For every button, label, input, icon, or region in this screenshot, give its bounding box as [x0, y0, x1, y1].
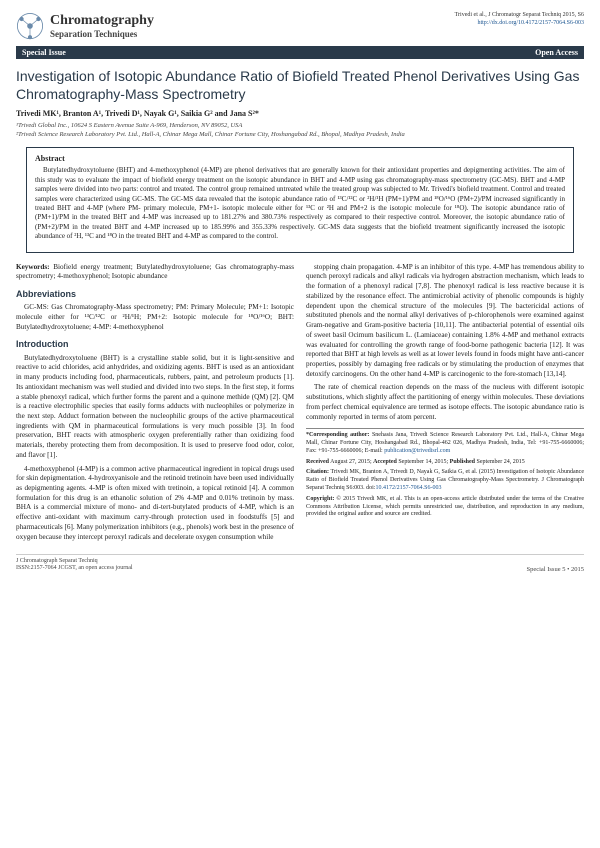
copyright-block: Copyright: © 2015 Trivedi MK, et al. Thi… [306, 496, 584, 519]
corresponding-author: *Corresponding author: Snehasis Jana, Tr… [306, 432, 584, 455]
bar-left: Special Issue [22, 48, 66, 57]
doi-link[interactable]: http://dx.doi.org/10.4172/2157-7064.S6-0… [455, 20, 584, 28]
keywords-block: Keywords: Biofield energy treatment; But… [16, 263, 294, 282]
col2-para-1: stopping chain propagation. 4-MP is an i… [306, 263, 584, 380]
correspondence-box: *Corresponding author: Snehasis Jana, Tr… [306, 428, 584, 519]
journal-subtitle: Separation Techniques [50, 29, 154, 39]
affiliation-1: ¹Trivedi Global Inc., 10624 S Eastern Av… [16, 122, 584, 130]
abbrev-text: GC-MS: Gas Chromatography-Mass spectrome… [16, 303, 294, 332]
citation-doi[interactable]: 10.4172/2157-7064.S6-003 [375, 485, 441, 491]
authors-line: Trivedi MK¹, Branton A¹, Trivedi D¹, Nay… [16, 109, 584, 118]
journal-branding: Chromatography Separation Techniques [16, 12, 154, 40]
abstract-box: Abstract Butylatedhydroxytoluene (BHT) a… [26, 147, 574, 253]
article-title: Investigation of Isotopic Abundance Rati… [16, 67, 584, 103]
body-columns: Keywords: Biofield energy treatment; But… [16, 263, 584, 547]
footer-journal: J Chromatograph Separat Techniq [16, 558, 133, 565]
corresp-email[interactable]: publication@trivedisrl.com [384, 448, 450, 454]
footer-issue: Special Issue 5 • 2015 [526, 566, 584, 573]
article-dates: Received August 27, 2015; Accepted Septe… [306, 459, 584, 467]
page-footer: J Chromatograph Separat Techniq ISSN:215… [16, 554, 584, 572]
journal-logo-icon [16, 12, 44, 40]
keywords-label: Keywords: [16, 263, 50, 271]
intro-para-2: 4-methoxyphenol (4-MP) is a common activ… [16, 465, 294, 543]
keywords-text: Biofield energy treatment; Butylatedhydr… [16, 263, 294, 281]
abstract-text: Butylatedhydroxytoluene (BHT) and 4-meth… [35, 166, 565, 242]
citation-block: Citation: Trivedi MK, Branton A, Trivedi… [306, 469, 584, 492]
bar-right: Open Access [535, 48, 578, 57]
left-column: Keywords: Biofield energy treatment; But… [16, 263, 294, 547]
col2-para-2: The rate of chemical reaction depends on… [306, 383, 584, 422]
page-header: Chromatography Separation Techniques Tri… [16, 12, 584, 40]
footer-issn: ISSN:2157-7064 JCGST, an open access jou… [16, 565, 133, 572]
corresp-label: *Corresponding author: [306, 432, 369, 438]
intro-heading: Introduction [16, 338, 294, 350]
affiliations: ¹Trivedi Global Inc., 10624 S Eastern Av… [16, 122, 584, 139]
intro-para-1: Butylatedhydroxytoluene (BHT) is a cryst… [16, 354, 294, 461]
citation-line: Trivedi et al., J Chromatogr Separat Tec… [455, 12, 584, 20]
affiliation-2: ²Trivedi Science Research Laboratory Pvt… [16, 131, 584, 139]
abbrev-heading: Abbreviations [16, 288, 294, 300]
header-citation: Trivedi et al., J Chromatogr Separat Tec… [455, 12, 584, 28]
abstract-heading: Abstract [35, 154, 565, 163]
journal-name: Chromatography [50, 13, 154, 29]
issue-bar: Special Issue Open Access [16, 46, 584, 59]
footer-left: J Chromatograph Separat Techniq ISSN:215… [16, 558, 133, 572]
right-column: stopping chain propagation. 4-MP is an i… [306, 263, 584, 547]
